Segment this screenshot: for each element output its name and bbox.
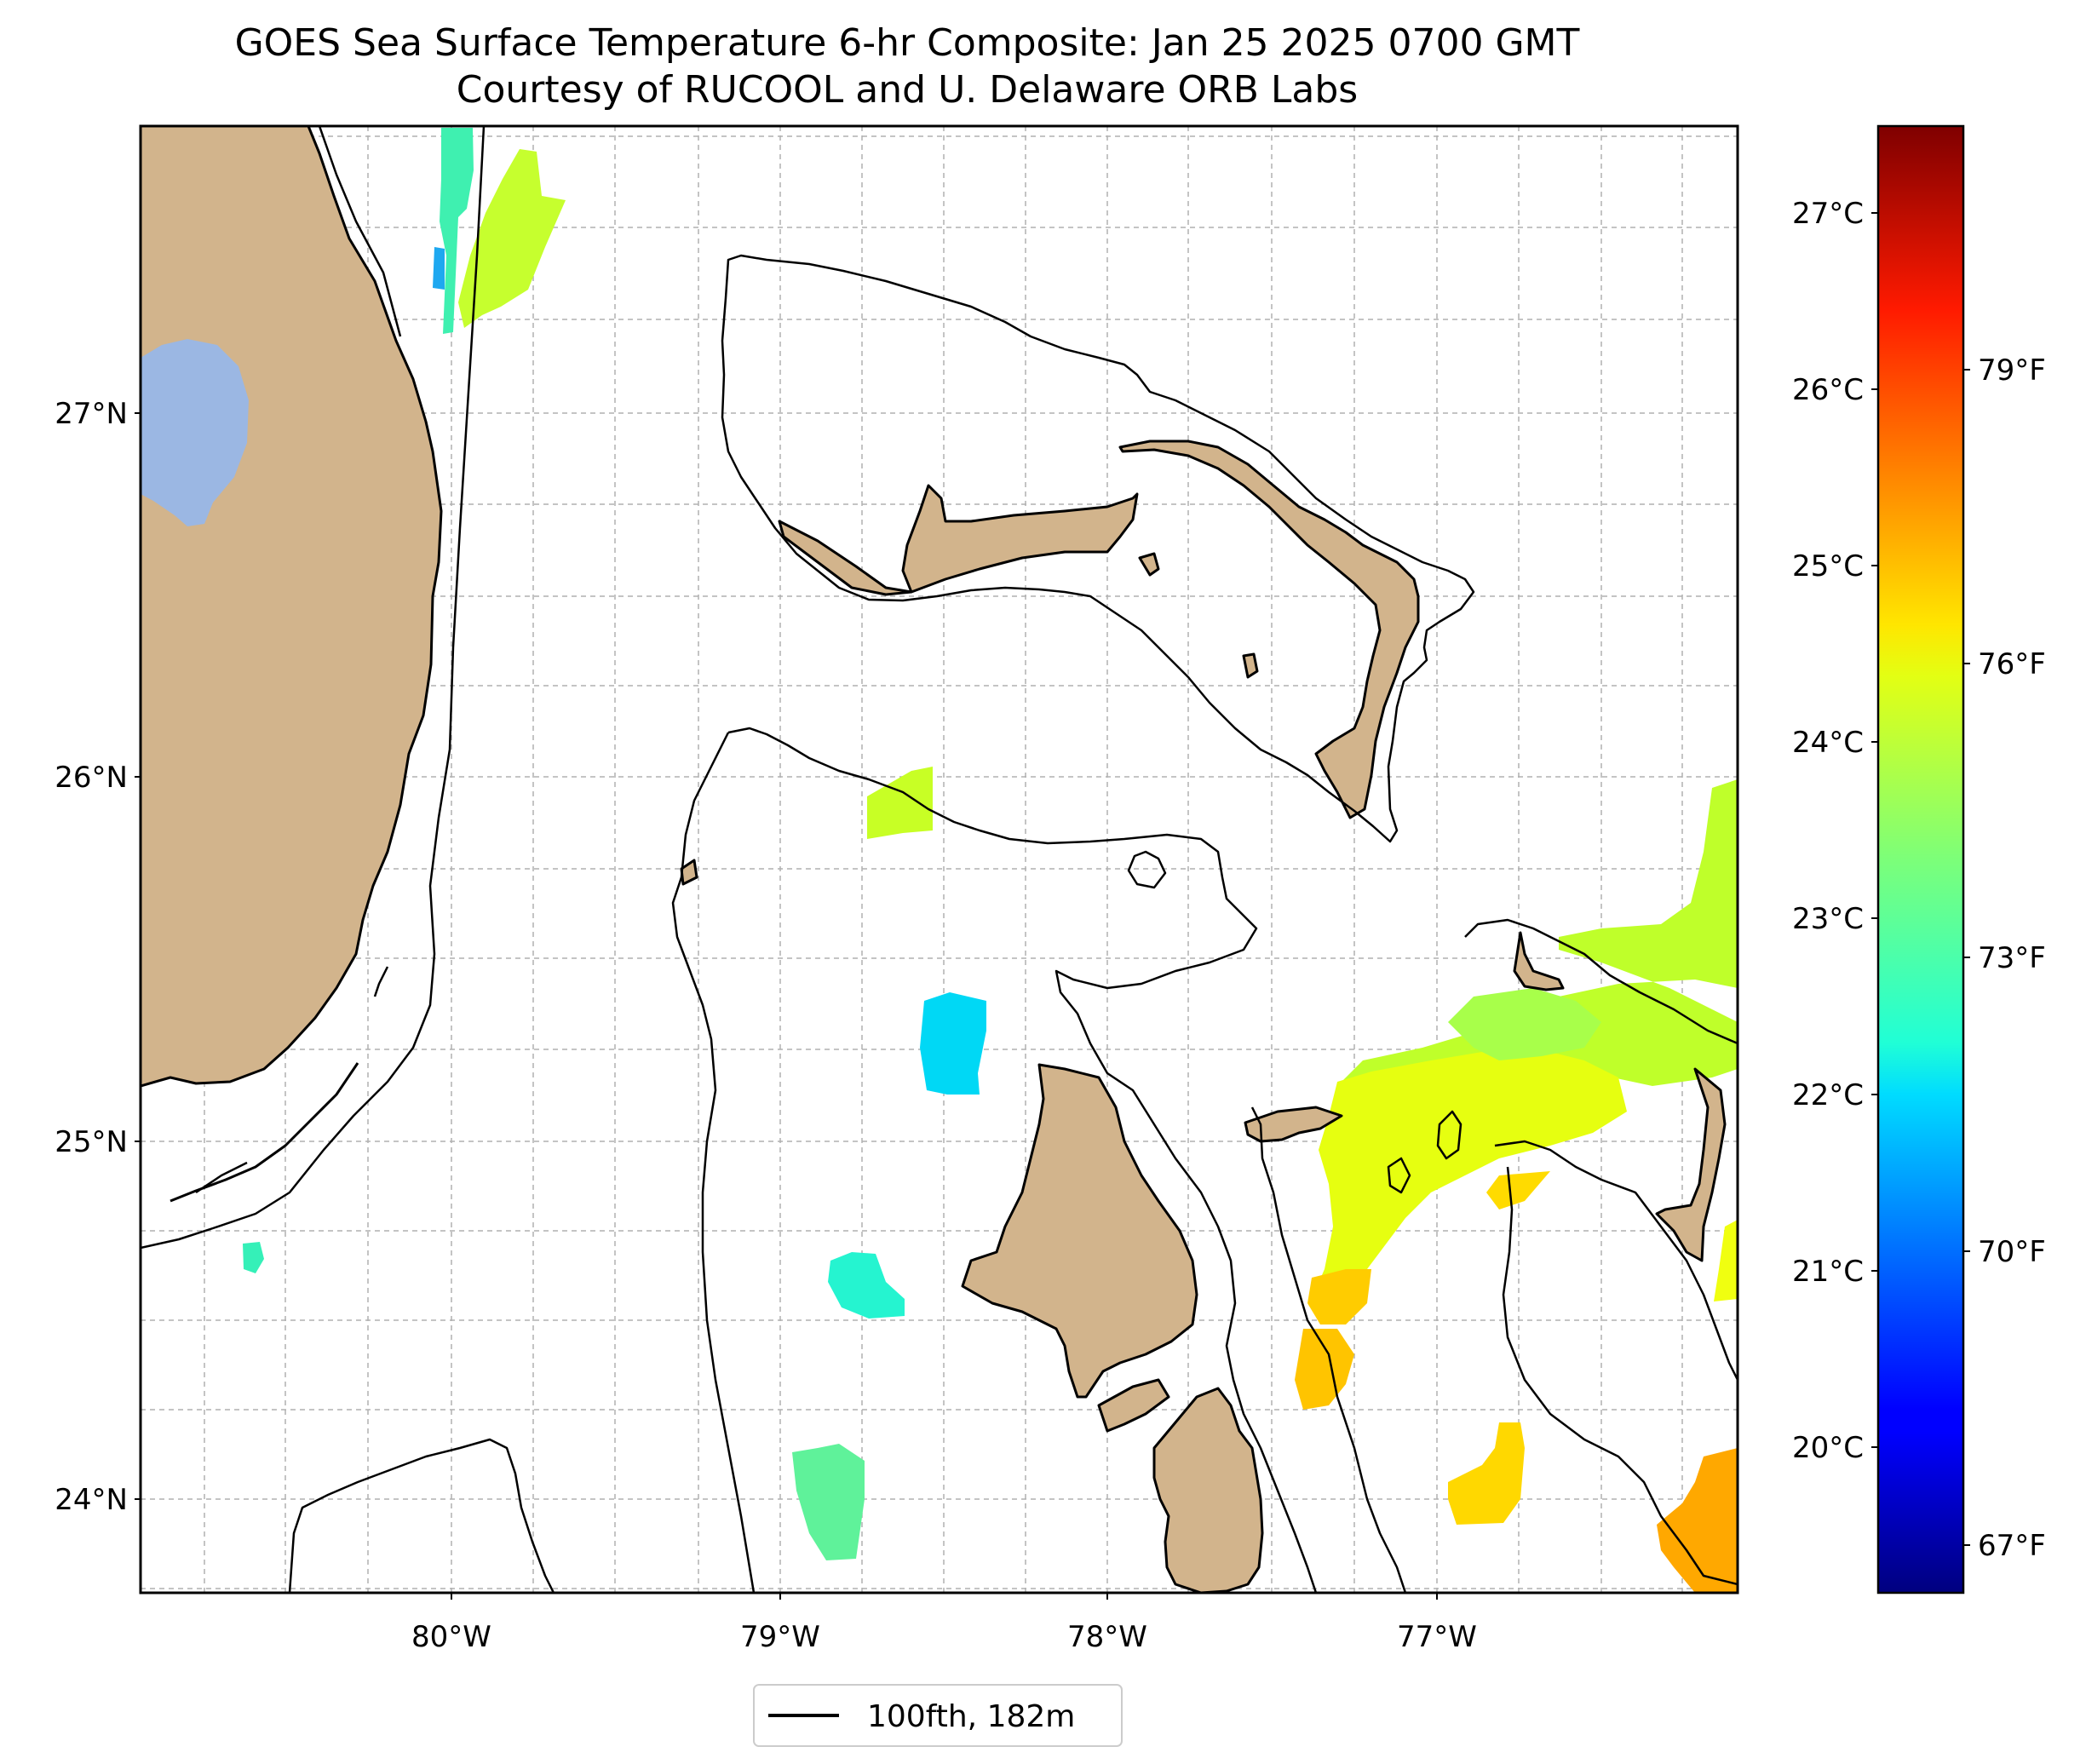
map-frame: [139, 124, 1739, 1594]
lat-tick-27: 27°N: [55, 397, 128, 431]
sst-patch-keys-teal: [243, 1242, 264, 1273]
celsius-tick-21: 21°C: [1792, 1255, 1864, 1289]
contour-florida-coast-line: [318, 126, 402, 337]
lat-tick-26: 26°N: [55, 761, 128, 795]
celsius-ticks: [1871, 212, 1878, 1448]
celsius-tick-23: 23°C: [1792, 902, 1864, 936]
contour-exuma-loop-2: [1387, 1157, 1411, 1194]
contour-keys-dash-2: [373, 966, 389, 997]
legend-box: [753, 1684, 1123, 1747]
eleuthera-north: [1513, 931, 1565, 991]
contour-keys-dash-1: [195, 1161, 248, 1194]
fahrenheit-ticks: [1963, 369, 1970, 1546]
fahrenheit-tick-79: 79°F: [1978, 353, 2046, 388]
sst-patch-southeast-amber-4: [1448, 1422, 1525, 1525]
colorbar: 27°C 26°C 25°C 24°C 23°C 22°C 21°C 20°C …: [1792, 124, 2046, 1594]
sst-patch-southeast-orange: [1657, 1448, 1738, 1593]
sst-patch-florida-strait-north: [440, 128, 474, 334]
sst-patch-east-green: [1337, 779, 1738, 1107]
title-line-2: Courtesy of RUCOOL and U. Delaware ORB L…: [457, 68, 1358, 112]
longitude-axis: 80°W 79°W 78°W 77°W: [411, 1593, 1477, 1654]
land: [141, 126, 1727, 1593]
sst-patch-central-cyan: [920, 992, 986, 1095]
lon-tick-78w: 78°W: [1067, 1620, 1147, 1654]
sst-patch-south-green: [792, 1444, 865, 1560]
legend-label: 100fth, 182m: [867, 1699, 1075, 1734]
sst-patch-east-edge-yellow: [1714, 1220, 1738, 1301]
celsius-tick-27: 27°C: [1792, 197, 1864, 231]
lat-tick-25: 25°N: [55, 1125, 128, 1159]
fahrenheit-tick-76: 76°F: [1978, 647, 2046, 681]
legend: 100fth, 182m: [753, 1684, 1123, 1747]
contour-florida-shelf: [141, 126, 486, 1250]
lon-tick-80w: 80°W: [411, 1620, 491, 1654]
lake-okeechobee: [141, 339, 249, 526]
sst-patch-east-green-core: [1448, 988, 1601, 1060]
celsius-tick-25: 25°C: [1792, 549, 1864, 583]
colorbar-gradient: [1876, 124, 1965, 1594]
lon-tick-79w: 79°W: [740, 1620, 820, 1654]
sst-patch-florida-strait-cool: [433, 247, 445, 290]
sst-patch-southeast-amber-2: [1295, 1329, 1354, 1410]
contour-cay-sal-bank: [288, 1438, 555, 1593]
contour-great-bahama-bank: [727, 727, 1318, 1593]
contour-exuma-sound: [1502, 1166, 1738, 1586]
sst-patch-southwest-teal: [828, 1252, 905, 1319]
sst-patch-central-north: [867, 767, 933, 839]
map-panel[interactable]: [141, 126, 1738, 1593]
fahrenheit-tick-70: 70°F: [1978, 1235, 2046, 1269]
cat-island: [1655, 1067, 1727, 1262]
contour-great-bahama-bank-west: [671, 732, 756, 1593]
celsius-tick-24: 24°C: [1792, 726, 1864, 760]
contour-andros-south-east: [1250, 1106, 1407, 1593]
contour-berry-ring: [1127, 850, 1167, 889]
fahrenheit-tick-73: 73°F: [1978, 941, 2046, 975]
abaco-islands: [1118, 440, 1420, 819]
eleuthera-island: [1244, 1106, 1343, 1143]
lat-tick-24: 24°N: [55, 1483, 128, 1517]
andros-middle-cays: [1097, 1378, 1170, 1433]
celsius-tick-26: 26°C: [1792, 373, 1864, 407]
title-line-1: GOES Sea Surface Temperature 6-hr Compos…: [235, 21, 1580, 65]
sst-data-patches: [243, 128, 1738, 1593]
contour-exuma-loop-1: [1436, 1110, 1462, 1160]
contour-little-bahama-bank: [721, 254, 1475, 843]
celsius-tick-20: 20°C: [1792, 1431, 1864, 1465]
fahrenheit-tick-67: 67°F: [1978, 1529, 2046, 1563]
bimini-cay: [680, 859, 698, 886]
andros-island: [961, 1063, 1198, 1399]
berry-islands-small: [1138, 552, 1160, 577]
depth-contours: [141, 126, 1738, 1593]
lon-tick-77w: 77°W: [1397, 1620, 1477, 1654]
abaco-cay: [1242, 652, 1259, 679]
sst-patch-southeast-amber-1: [1307, 1269, 1371, 1324]
andros-south: [1152, 1387, 1264, 1593]
sst-patch-southeast-amber-3: [1486, 1171, 1550, 1210]
celsius-tick-22: 22°C: [1792, 1078, 1864, 1112]
contour-eleuthera-ridge: [1464, 918, 1738, 1045]
grand-bahama: [778, 484, 1139, 596]
latitude-axis: 27°N 26°N 25°N 24°N: [55, 397, 141, 1517]
sst-patch-east-yellow: [1312, 1048, 1627, 1316]
sst-patch-florida-strait-north-2: [458, 149, 566, 328]
contour-tongue-of-ocean: [1494, 1140, 1738, 1381]
